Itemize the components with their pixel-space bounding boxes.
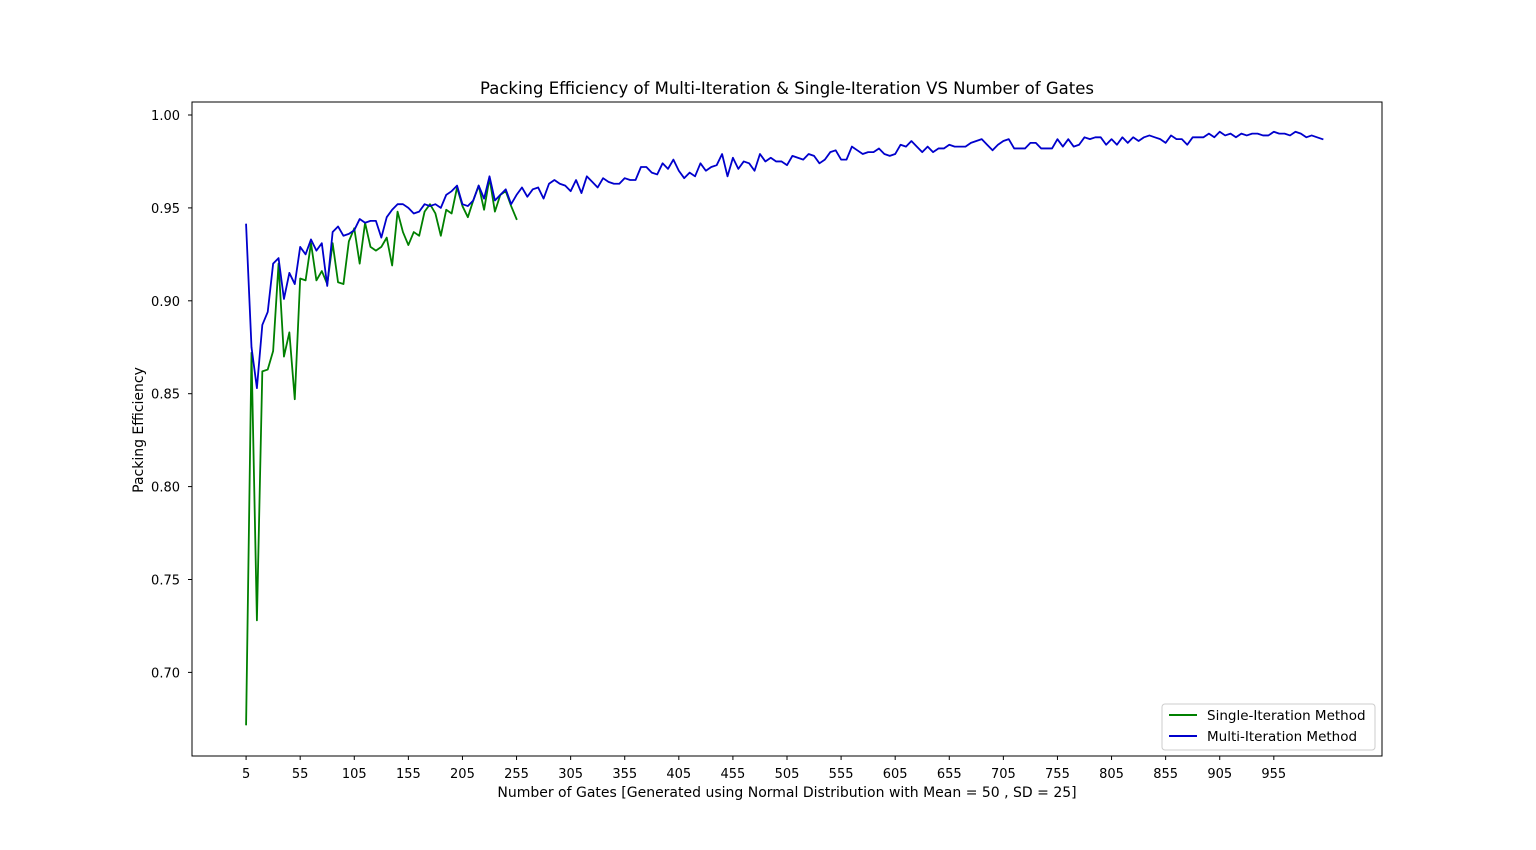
x-tick-labels: 5 55 105 155 205 255 305 355 405 455 505 555 605 655 7… [242,767,1286,782]
x-tick-label: 5 [242,767,250,782]
x-tick-label: 855 [1153,767,1178,782]
x-tick-label: 355 [612,767,637,782]
x-tick-label: 805 [1099,767,1124,782]
y-axis-title: Packing Efficiency [131,367,147,493]
x-tick-label: 205 [450,767,475,782]
y-tick-labels: 0.70 0.75 0.80 0.85 0.90 0.95 1.00 [151,109,180,681]
x-tick-label: 905 [1207,767,1232,782]
y-tick-label: 0.85 [151,388,180,403]
x-tick-label: 155 [396,767,421,782]
x-axis-title: Number of Gates [Generated using Normal … [497,785,1076,801]
legend-box [1161,703,1376,751]
x-tick-label: 55 [292,767,309,782]
x-tick-label: 455 [720,767,745,782]
chart-title: Packing Efficiency of Multi-Iteration & … [480,79,1094,98]
x-tick-label: 255 [504,767,529,782]
x-tick-label: 955 [1261,767,1286,782]
legend: Single-Iteration Method Multi-Iteration … [1161,703,1376,751]
series-layer [245,130,1324,726]
x-tick-label: 755 [1045,767,1070,782]
single-iteration-line [245,177,518,726]
x-tick-label: 405 [666,767,691,782]
y-tick-label: 0.70 [151,666,180,681]
y-tick-label: 1.00 [151,109,180,124]
tick-marks [188,114,1275,760]
x-tick-label: 555 [829,767,854,782]
x-tick-label: 655 [937,767,962,782]
multi-iteration-line [245,130,1324,390]
y-tick-label: 0.75 [151,573,180,588]
y-tick-label: 0.90 [151,295,180,310]
x-tick-label: 105 [342,767,367,782]
y-tick-label: 0.95 [151,202,180,217]
legend-label-multi-iteration: Multi-Iteration Method [1207,729,1357,745]
legend-label-single-iteration: Single-Iteration Method [1207,708,1366,724]
x-tick-label: 705 [991,767,1016,782]
x-tick-label: 305 [558,767,583,782]
plot-frame [191,101,1383,757]
x-tick-label: 605 [883,767,908,782]
y-tick-label: 0.80 [151,481,180,496]
plot-area [192,102,1382,756]
x-tick-label: 505 [775,767,800,782]
